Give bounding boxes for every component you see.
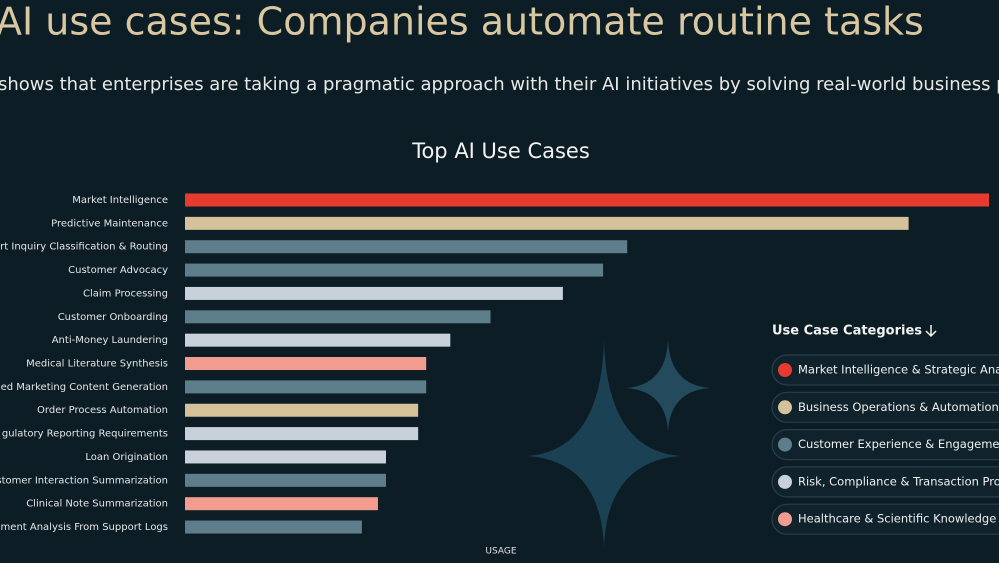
y-tick-label: Customer Advocacy bbox=[68, 265, 168, 276]
legend-pill[interactable] bbox=[771, 429, 999, 461]
bar bbox=[185, 450, 386, 464]
bar bbox=[185, 497, 378, 511]
bar bbox=[185, 473, 386, 487]
y-tick-label: Claim Processing bbox=[83, 288, 168, 299]
chart-title: Top AI Use Cases bbox=[411, 139, 590, 163]
bar bbox=[185, 520, 362, 534]
bar bbox=[185, 216, 909, 230]
legend-pill[interactable] bbox=[771, 391, 999, 423]
bar bbox=[185, 380, 427, 394]
bar bbox=[185, 263, 604, 277]
bar bbox=[185, 403, 419, 417]
legend-pill[interactable] bbox=[771, 466, 999, 498]
y-tick-label: Anti-Money Laundering bbox=[52, 335, 168, 346]
y-tick-label: ed Marketing Content Generation bbox=[1, 382, 168, 393]
legend-label: Business Operations & Automation bbox=[798, 400, 999, 414]
y-tick-label: stomer Interaction Summarization bbox=[0, 475, 168, 486]
page-subtitle: shows that enterprises are taking a prag… bbox=[0, 74, 999, 95]
legend-label: Risk, Compliance & Transaction Pro bbox=[798, 474, 999, 488]
bar bbox=[185, 357, 427, 371]
y-tick-label: Market Intelligence bbox=[72, 195, 168, 206]
legend-swatch bbox=[778, 363, 792, 377]
legend-title: Use Case Categories bbox=[772, 324, 922, 339]
y-tick-label: rt Inquiry Classification & Routing bbox=[0, 242, 168, 253]
y-tick-label: Order Process Automation bbox=[37, 405, 168, 416]
bar bbox=[185, 427, 419, 441]
legend-pill[interactable] bbox=[771, 354, 999, 386]
legend-swatch bbox=[778, 474, 792, 489]
legend-label: Customer Experience & Engagemen bbox=[798, 437, 999, 451]
bar bbox=[185, 286, 563, 300]
y-tick-label: gulatory Reporting Requirements bbox=[2, 429, 168, 440]
bar bbox=[185, 240, 628, 254]
legend-swatch bbox=[778, 400, 792, 415]
legend-label: Market Intelligence & Strategic Anal bbox=[798, 363, 999, 377]
legend-label: Healthcare & Scientific Knowledge M bbox=[798, 512, 999, 526]
bar bbox=[185, 193, 989, 207]
y-tick-label: Loan Origination bbox=[85, 452, 168, 463]
y-tick-label: Medical Literature Synthesis bbox=[26, 359, 168, 370]
y-tick-label: Customer Onboarding bbox=[58, 312, 168, 323]
page-title: AI use cases: Companies automate routine… bbox=[0, 0, 924, 44]
y-tick-label: ment Analysis From Support Logs bbox=[1, 522, 168, 533]
sparkle bbox=[528, 340, 680, 548]
y-tick-label: Clinical Note Summarization bbox=[26, 499, 168, 510]
sparkle bbox=[626, 340, 710, 432]
legend-pill[interactable] bbox=[771, 503, 999, 535]
bar bbox=[185, 333, 451, 347]
y-tick-label: Predictive Maintenance bbox=[51, 218, 168, 229]
legend-sort-icon[interactable] bbox=[925, 325, 937, 338]
legend-swatch bbox=[778, 437, 792, 452]
x-axis-label: USAGE bbox=[485, 547, 516, 557]
bar bbox=[185, 310, 491, 324]
legend-swatch bbox=[778, 512, 792, 527]
